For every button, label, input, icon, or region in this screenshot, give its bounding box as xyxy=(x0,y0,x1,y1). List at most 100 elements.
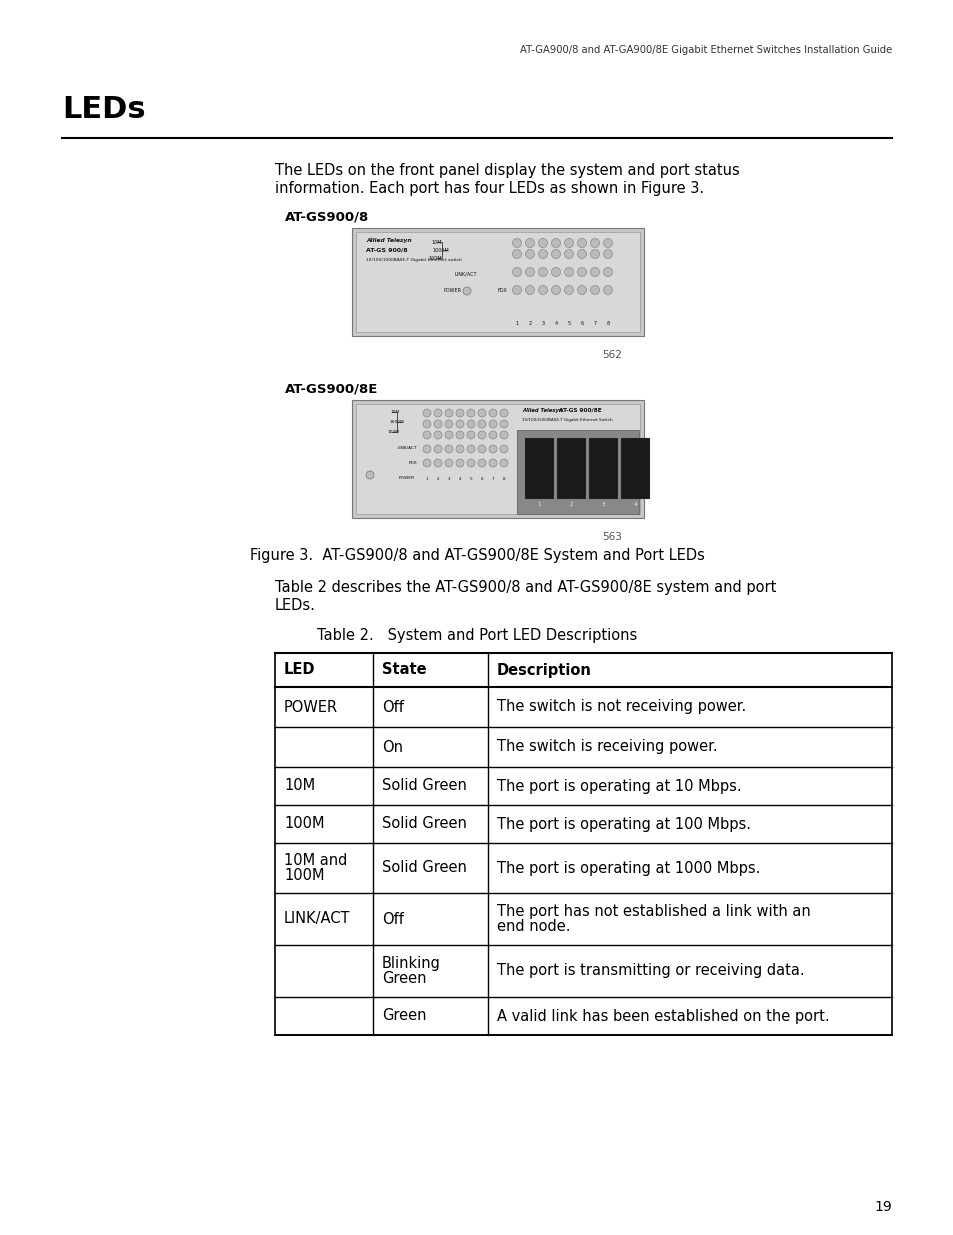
Circle shape xyxy=(577,285,586,294)
Text: Table 2 describes the AT-GS900/8 and AT-GS900/8E system and port: Table 2 describes the AT-GS900/8 and AT-… xyxy=(274,580,776,595)
Bar xyxy=(274,653,891,1035)
Circle shape xyxy=(456,409,463,417)
Circle shape xyxy=(577,249,586,258)
Text: 2: 2 xyxy=(436,477,438,480)
Text: 1000M: 1000M xyxy=(390,420,404,424)
Text: Allied Telesyn: Allied Telesyn xyxy=(521,408,562,412)
Text: 4: 4 xyxy=(633,501,636,508)
Circle shape xyxy=(489,459,497,467)
Text: Description: Description xyxy=(497,662,591,678)
Text: 100M: 100M xyxy=(428,256,441,261)
Circle shape xyxy=(525,238,534,247)
Text: 10/100/1000BASE-T Gigabit Ethernet switch: 10/100/1000BASE-T Gigabit Ethernet switc… xyxy=(366,258,461,262)
Text: 6: 6 xyxy=(579,321,583,326)
Circle shape xyxy=(444,459,453,467)
Text: The port is operating at 1000 Mbps.: The port is operating at 1000 Mbps. xyxy=(497,861,760,876)
Text: On: On xyxy=(381,740,402,755)
Text: 19: 19 xyxy=(873,1200,891,1214)
Circle shape xyxy=(444,445,453,453)
Text: 10M: 10M xyxy=(391,410,399,414)
Circle shape xyxy=(467,459,475,467)
Circle shape xyxy=(603,285,612,294)
Circle shape xyxy=(564,285,573,294)
Circle shape xyxy=(422,431,431,438)
Circle shape xyxy=(603,238,612,247)
Circle shape xyxy=(477,431,485,438)
Text: Off: Off xyxy=(381,699,403,715)
Circle shape xyxy=(444,420,453,429)
Text: A valid link has been established on the port.: A valid link has been established on the… xyxy=(497,1009,829,1024)
Circle shape xyxy=(456,459,463,467)
Circle shape xyxy=(577,268,586,277)
Text: Table 2.   System and Port LED Descriptions: Table 2. System and Port LED Description… xyxy=(316,629,637,643)
Circle shape xyxy=(603,249,612,258)
Text: AT-GS900/8E: AT-GS900/8E xyxy=(285,382,378,395)
Text: 5: 5 xyxy=(469,477,472,480)
Circle shape xyxy=(512,285,521,294)
Text: The switch is not receiving power.: The switch is not receiving power. xyxy=(497,699,745,715)
Circle shape xyxy=(434,445,441,453)
Circle shape xyxy=(422,420,431,429)
Circle shape xyxy=(434,420,441,429)
Circle shape xyxy=(577,238,586,247)
Circle shape xyxy=(422,409,431,417)
Circle shape xyxy=(551,238,560,247)
Text: POWER: POWER xyxy=(443,288,461,293)
Circle shape xyxy=(444,431,453,438)
Text: AT-GS 900/8E: AT-GS 900/8E xyxy=(557,408,601,412)
Text: 1: 1 xyxy=(515,321,518,326)
Text: 5: 5 xyxy=(567,321,570,326)
Text: LINK/ACT: LINK/ACT xyxy=(397,446,416,450)
Circle shape xyxy=(512,268,521,277)
Text: end node.: end node. xyxy=(497,919,570,934)
Text: Solid Green: Solid Green xyxy=(381,816,466,831)
Circle shape xyxy=(456,445,463,453)
Bar xyxy=(352,228,643,336)
Circle shape xyxy=(590,249,598,258)
Text: 8: 8 xyxy=(606,321,609,326)
Bar xyxy=(524,438,553,498)
Text: 100M: 100M xyxy=(388,430,399,433)
Bar xyxy=(517,430,639,514)
Circle shape xyxy=(477,445,485,453)
Text: The port is operating at 100 Mbps.: The port is operating at 100 Mbps. xyxy=(497,816,750,831)
Text: 2: 2 xyxy=(528,321,531,326)
Text: LED: LED xyxy=(284,662,315,678)
Text: Green: Green xyxy=(381,1009,426,1024)
Text: LINK/ACT: LINK/ACT xyxy=(284,911,350,926)
Circle shape xyxy=(489,431,497,438)
Text: The port has not established a link with an: The port has not established a link with… xyxy=(497,904,810,919)
Text: 10/100/1000BASE-T Gigabit Ethernet Switch: 10/100/1000BASE-T Gigabit Ethernet Switc… xyxy=(521,417,612,422)
Circle shape xyxy=(551,249,560,258)
Bar xyxy=(352,400,643,517)
Text: The port is operating at 10 Mbps.: The port is operating at 10 Mbps. xyxy=(497,778,740,794)
Text: 7: 7 xyxy=(593,321,596,326)
Text: 1: 1 xyxy=(425,477,428,480)
Circle shape xyxy=(590,285,598,294)
Circle shape xyxy=(366,471,374,479)
Text: FDX: FDX xyxy=(408,461,416,466)
Circle shape xyxy=(525,285,534,294)
Circle shape xyxy=(499,420,507,429)
Text: 562: 562 xyxy=(601,350,621,359)
Text: 100M: 100M xyxy=(284,816,324,831)
Circle shape xyxy=(564,249,573,258)
Circle shape xyxy=(537,238,547,247)
Text: Solid Green: Solid Green xyxy=(381,861,466,876)
Text: 3: 3 xyxy=(600,501,604,508)
Circle shape xyxy=(489,445,497,453)
Text: 10M and: 10M and xyxy=(284,853,347,868)
Text: LINK/ACT: LINK/ACT xyxy=(454,270,476,275)
Circle shape xyxy=(537,285,547,294)
Text: AT-GS 900/8: AT-GS 900/8 xyxy=(366,248,407,253)
Circle shape xyxy=(456,420,463,429)
Text: 8: 8 xyxy=(502,477,505,480)
Text: LEDs: LEDs xyxy=(62,95,146,124)
Circle shape xyxy=(489,409,497,417)
Circle shape xyxy=(434,431,441,438)
Text: 100M: 100M xyxy=(284,868,324,883)
Text: The port is transmitting or receiving data.: The port is transmitting or receiving da… xyxy=(497,963,803,978)
Circle shape xyxy=(499,445,507,453)
Circle shape xyxy=(525,249,534,258)
Text: POWER: POWER xyxy=(398,475,415,480)
